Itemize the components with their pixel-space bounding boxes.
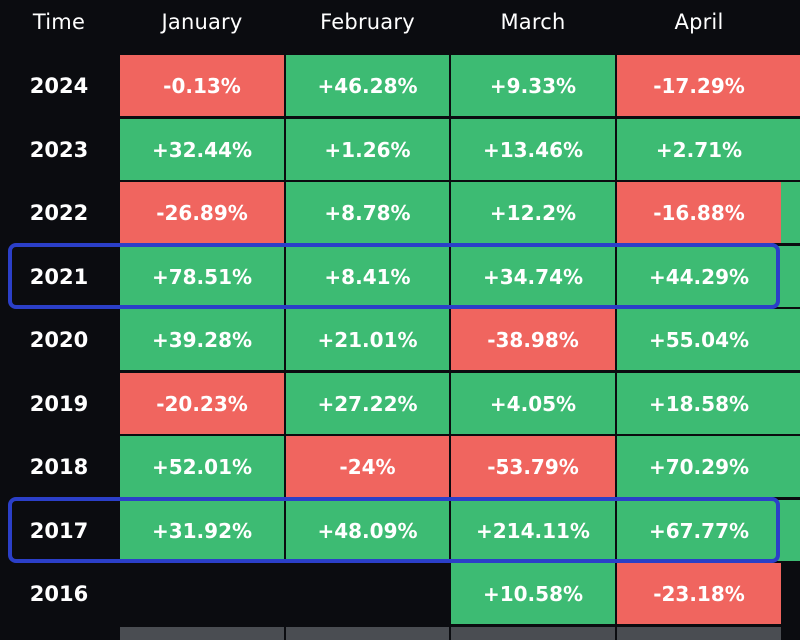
year-label-2020: 2020 [29,327,89,352]
next-row-edge [617,627,781,640]
return-cell-2018-january: +52.01% [120,436,284,497]
next-month-cell-edge-2017 [781,500,800,561]
return-cell-2023-april: +2.71% [617,119,781,180]
return-cell-2017-april: +67.77% [617,500,781,561]
year-label-2023: 2023 [29,137,89,162]
next-month-cell-edge-2019 [781,373,800,434]
year-label-2017: 2017 [29,518,89,543]
next-row-edge [286,627,449,640]
next-month-cell-edge-2021 [781,246,800,307]
return-cell-2018-march: -53.79% [451,436,615,497]
return-cell-2021-march: +34.74% [451,246,615,307]
return-cell-2021-april: +44.29% [617,246,781,307]
return-cell-2019-april: +18.58% [617,373,781,434]
next-month-cell-edge-2020 [781,309,800,370]
return-cell-2024-april: -17.29% [617,55,781,116]
return-cell-2020-january: +39.28% [120,309,284,370]
header-month-february: February [320,10,415,34]
year-label-2024: 2024 [29,73,89,98]
return-cell-2020-april: +55.04% [617,309,781,370]
return-cell-2024-january: -0.13% [120,55,284,116]
next-row-edge [451,627,615,640]
year-label-2018: 2018 [29,454,89,479]
return-cell-2023-january: +32.44% [120,119,284,180]
return-cell-2022-february: +8.78% [286,182,449,243]
year-label-2016: 2016 [29,581,89,606]
header-month-january: January [161,10,243,34]
next-month-cell-edge-2023 [781,119,800,180]
header-month-april: April [674,10,724,34]
next-month-cell-edge-2024 [781,55,800,116]
return-cell-2022-april: -16.88% [617,182,781,243]
return-cell-2021-february: +8.41% [286,246,449,307]
return-cell-2022-march: +12.2% [451,182,615,243]
return-cell-2024-february: +46.28% [286,55,449,116]
year-label-2021: 2021 [29,264,89,289]
return-cell-2023-march: +13.46% [451,119,615,180]
header-time: Time [32,10,86,34]
return-cell-2020-february: +21.01% [286,309,449,370]
return-cell-2024-march: +9.33% [451,55,615,116]
return-cell-2023-february: +1.26% [286,119,449,180]
header-month-march: March [500,10,566,34]
return-cell-2018-april: +70.29% [617,436,781,497]
return-cell-2019-february: +27.22% [286,373,449,434]
year-label-2022: 2022 [29,200,89,225]
return-cell-2019-january: -20.23% [120,373,284,434]
return-cell-2016-march: +10.58% [451,563,615,624]
return-cell-2017-march: +214.11% [451,500,615,561]
return-cell-2018-february: -24% [286,436,449,497]
next-month-cell-edge-2022 [781,182,800,243]
return-cell-2017-january: +31.92% [120,500,284,561]
next-row-edge [120,627,284,640]
return-cell-2021-january: +78.51% [120,246,284,307]
return-cell-2020-march: -38.98% [451,309,615,370]
return-cell-2016-april: -23.18% [617,563,781,624]
next-month-cell-edge-2018 [781,436,800,497]
year-label-2019: 2019 [29,391,89,416]
return-cell-2017-february: +48.09% [286,500,449,561]
return-cell-2019-march: +4.05% [451,373,615,434]
return-cell-2022-january: -26.89% [120,182,284,243]
